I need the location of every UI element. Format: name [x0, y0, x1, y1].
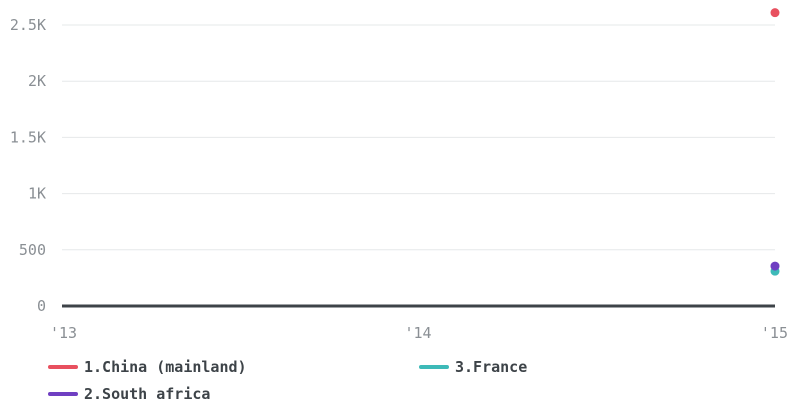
legend-item-france[interactable]: 3.France: [419, 358, 527, 376]
x-tick-label: '13: [50, 324, 77, 342]
y-tick-label: 1K: [28, 185, 46, 203]
legend-swatch-south-africa: [48, 392, 78, 396]
y-tick-label: 2K: [28, 72, 46, 90]
legend-swatch-france: [419, 365, 449, 369]
legend-item-south-africa[interactable]: 2.South africa: [48, 385, 210, 403]
y-axis-ticks: 0 500 1K 1.5K 2K 2.5K: [10, 16, 46, 315]
y-tick-label: 2.5K: [10, 16, 46, 34]
legend-label-france: 3.France: [455, 358, 528, 376]
y-tick-label: 0: [37, 297, 46, 315]
gridlines: [62, 24, 775, 251]
x-tick-label: '15: [761, 324, 788, 342]
legend-swatch-china: [48, 365, 78, 369]
y-tick-label: 500: [19, 241, 46, 259]
data-point-south-africa[interactable]: [770, 261, 780, 271]
data-points: [770, 8, 780, 276]
legend: 1.China (mainland) 3.France 2.South afri…: [48, 356, 788, 406]
data-point-china-mainland[interactable]: [770, 8, 780, 18]
y-tick-label: 1.5K: [10, 128, 46, 146]
chart: 0 500 1K 1.5K 2K 2.5K '13 '14 '15: [10, 8, 788, 342]
legend-label-china: 1.China (mainland): [84, 358, 247, 376]
legend-item-china[interactable]: 1.China (mainland): [48, 358, 247, 376]
x-tick-label: '14: [404, 324, 431, 342]
legend-label-south-africa: 2.South africa: [84, 385, 211, 403]
x-axis-ticks: '13 '14 '15: [50, 324, 788, 342]
